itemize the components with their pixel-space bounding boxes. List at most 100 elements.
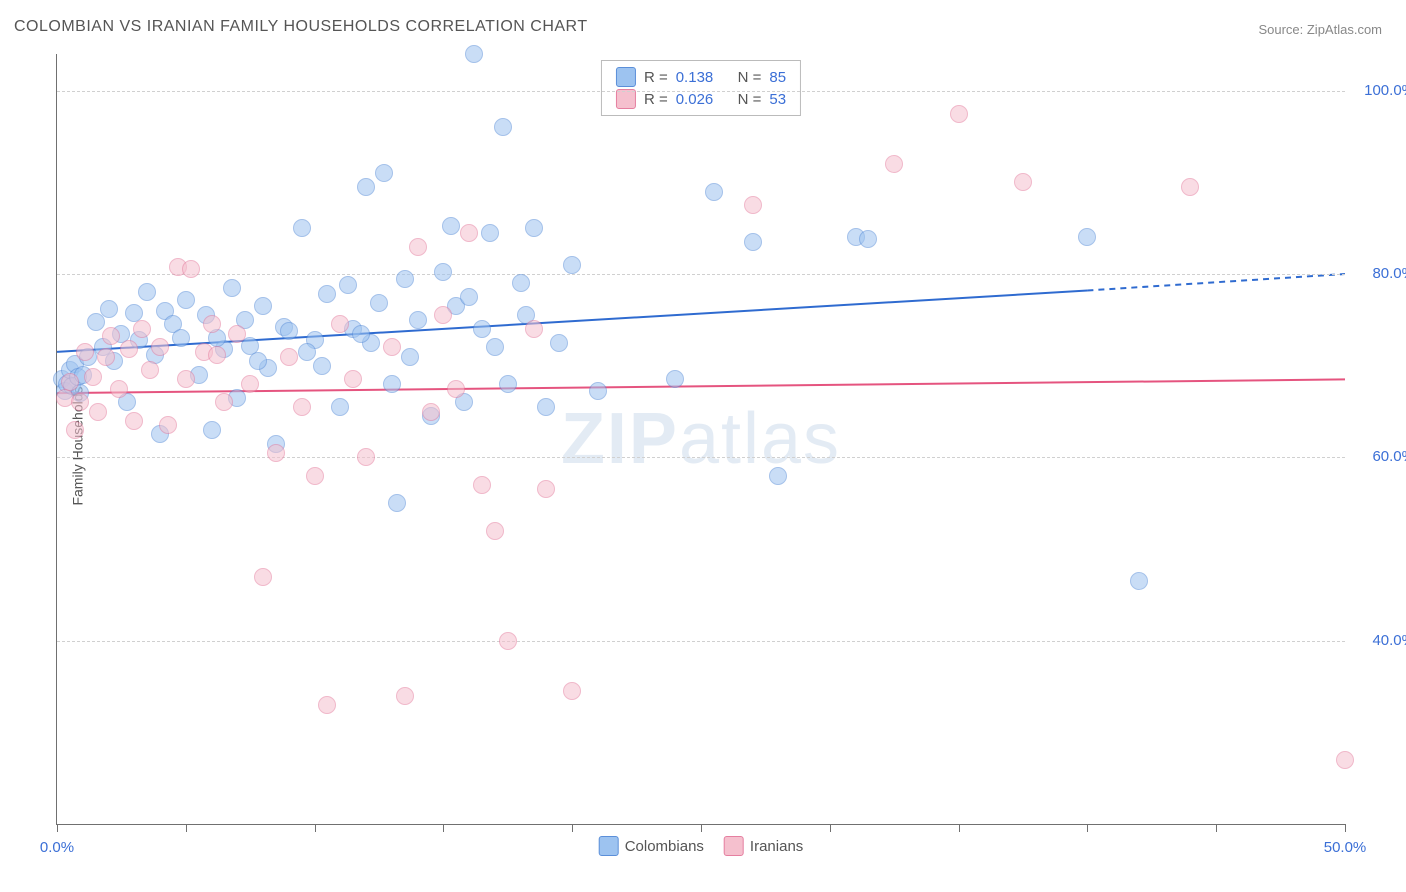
- scatter-point: [133, 320, 151, 338]
- scatter-point: [499, 632, 517, 650]
- scatter-point: [293, 219, 311, 237]
- scatter-point: [705, 183, 723, 201]
- scatter-point: [550, 334, 568, 352]
- scatter-point: [396, 687, 414, 705]
- stat-r-label: R =: [644, 69, 668, 86]
- x-tick-label: 50.0%: [1324, 839, 1367, 856]
- scatter-point: [102, 327, 120, 345]
- scatter-point: [203, 421, 221, 439]
- scatter-point: [589, 382, 607, 400]
- scatter-point: [151, 338, 169, 356]
- legend-swatch: [599, 836, 619, 856]
- scatter-point: [357, 178, 375, 196]
- legend-label: Iranians: [750, 838, 803, 855]
- scatter-point: [1014, 173, 1032, 191]
- scatter-point: [563, 256, 581, 274]
- scatter-point: [138, 283, 156, 301]
- legend-item: Colombians: [599, 836, 704, 856]
- scatter-point: [422, 403, 440, 421]
- scatter-point: [352, 325, 370, 343]
- scatter-point: [375, 164, 393, 182]
- scatter-point: [1181, 178, 1199, 196]
- x-tick: [1087, 824, 1088, 832]
- scatter-point: [525, 320, 543, 338]
- scatter-point: [537, 398, 555, 416]
- scatter-point: [228, 325, 246, 343]
- stats-legend-row: R = 0.138 N = 85: [616, 67, 786, 87]
- x-tick: [830, 824, 831, 832]
- y-tick-label: 60.0%: [1372, 448, 1406, 465]
- stat-n-label: N =: [738, 69, 762, 86]
- scatter-point: [383, 338, 401, 356]
- scatter-point: [442, 217, 460, 235]
- legend-label: Colombians: [625, 838, 704, 855]
- y-tick-label: 80.0%: [1372, 265, 1406, 282]
- scatter-point: [215, 393, 233, 411]
- scatter-point: [486, 522, 504, 540]
- scatter-point: [473, 320, 491, 338]
- scatter-point: [388, 494, 406, 512]
- scatter-point: [525, 219, 543, 237]
- watermark-light: atlas: [679, 399, 841, 479]
- scatter-point: [249, 352, 267, 370]
- scatter-point: [223, 279, 241, 297]
- scatter-point: [486, 338, 504, 356]
- scatter-point: [125, 304, 143, 322]
- scatter-point: [744, 233, 762, 251]
- stat-n-value: 53: [769, 91, 786, 108]
- x-tick: [959, 824, 960, 832]
- watermark: ZIPatlas: [561, 398, 841, 480]
- scatter-point: [331, 315, 349, 333]
- stats-legend-row: R = 0.026 N = 53: [616, 89, 786, 109]
- stats-legend: R = 0.138 N = 85R = 0.026 N = 53: [601, 60, 801, 116]
- scatter-point: [125, 412, 143, 430]
- scatter-point: [141, 361, 159, 379]
- scatter-point: [306, 467, 324, 485]
- x-tick: [57, 824, 58, 832]
- scatter-point: [298, 343, 316, 361]
- scatter-point: [460, 224, 478, 242]
- scatter-point: [396, 270, 414, 288]
- scatter-point: [447, 380, 465, 398]
- scatter-point: [267, 444, 285, 462]
- gridline-h: [57, 274, 1345, 275]
- x-tick: [572, 824, 573, 832]
- scatter-point: [465, 45, 483, 63]
- scatter-point: [494, 118, 512, 136]
- scatter-point: [76, 343, 94, 361]
- scatter-point: [254, 297, 272, 315]
- scatter-point: [499, 375, 517, 393]
- x-tick: [1345, 824, 1346, 832]
- scatter-point: [1336, 751, 1354, 769]
- scatter-point: [177, 370, 195, 388]
- scatter-point: [318, 696, 336, 714]
- scatter-point: [177, 291, 195, 309]
- scatter-point: [71, 393, 89, 411]
- gridline-h: [57, 457, 1345, 458]
- scatter-point: [159, 416, 177, 434]
- scatter-point: [885, 155, 903, 173]
- watermark-bold: ZIP: [561, 399, 679, 479]
- scatter-point: [89, 403, 107, 421]
- scatter-point: [241, 375, 259, 393]
- scatter-point: [460, 288, 478, 306]
- scatter-point: [537, 480, 555, 498]
- scatter-point: [120, 340, 138, 358]
- gridline-h: [57, 91, 1345, 92]
- scatter-point: [357, 448, 375, 466]
- scatter-point: [859, 230, 877, 248]
- x-tick: [443, 824, 444, 832]
- y-tick-label: 40.0%: [1372, 632, 1406, 649]
- scatter-point: [769, 467, 787, 485]
- scatter-point: [61, 373, 79, 391]
- plot-area: ZIPatlas R = 0.138 N = 85R = 0.026 N = 5…: [56, 54, 1345, 825]
- chart-title: COLOMBIAN VS IRANIAN FAMILY HOUSEHOLDS C…: [14, 18, 588, 36]
- y-tick-label: 100.0%: [1364, 82, 1406, 99]
- scatter-point: [409, 311, 427, 329]
- scatter-point: [370, 294, 388, 312]
- legend-swatch: [616, 67, 636, 87]
- scatter-point: [1130, 572, 1148, 590]
- scatter-point: [666, 370, 684, 388]
- scatter-point: [512, 274, 530, 292]
- scatter-point: [331, 398, 349, 416]
